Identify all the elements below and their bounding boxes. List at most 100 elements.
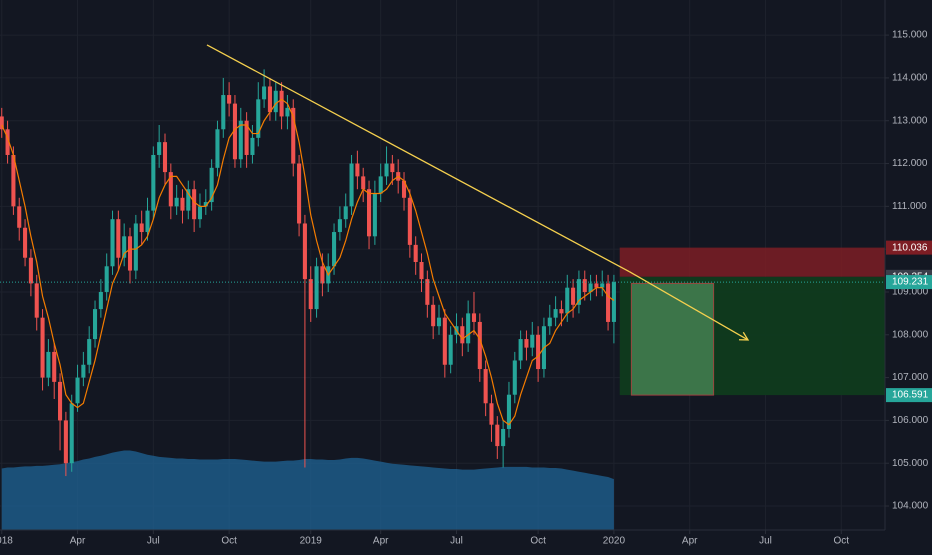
candle-body	[308, 279, 313, 310]
candle-body	[285, 107, 290, 117]
candle-body	[75, 377, 80, 404]
candle-body	[87, 339, 92, 365]
candle-body	[320, 266, 325, 284]
candle-body	[407, 197, 412, 245]
y-tick-label: 111.000	[892, 201, 927, 212]
candle-body	[279, 90, 284, 117]
candle-body	[139, 223, 144, 233]
y-tick-label: 112.000	[892, 158, 928, 169]
candle-body	[244, 120, 249, 155]
candle-body	[116, 219, 121, 258]
candle-body	[34, 283, 39, 318]
candle-body	[512, 360, 517, 395]
candle-body	[332, 232, 337, 267]
candle-body	[104, 266, 109, 292]
candle-body	[355, 163, 360, 177]
candle-body	[495, 424, 500, 447]
volume-area	[1, 450, 614, 530]
candle-body	[297, 163, 302, 224]
candle-body	[571, 287, 576, 305]
candle-body	[262, 86, 267, 100]
y-tick-label: 107.000	[892, 372, 929, 383]
candle-body	[197, 206, 203, 220]
price-label-bg	[886, 388, 932, 403]
candle-body	[58, 381, 63, 421]
candle-body	[460, 326, 465, 344]
candle-body	[221, 95, 226, 130]
candle-body	[559, 309, 564, 314]
candle-body	[530, 334, 535, 348]
candle-body	[0, 116, 4, 130]
candle-body	[506, 394, 512, 429]
y-tick-label: 109.000	[892, 287, 929, 298]
candle-body	[501, 428, 506, 447]
candle-body	[518, 339, 523, 361]
candle-body	[576, 279, 581, 305]
candle-body	[40, 317, 45, 378]
price-label: 110.036	[892, 242, 928, 253]
x-tick-label: Jul	[147, 536, 160, 547]
candle-body	[46, 351, 51, 378]
y-tick-label: 115.000	[892, 30, 928, 41]
candle-body	[471, 313, 477, 322]
trendline	[206, 44, 630, 273]
candle-body	[413, 244, 418, 263]
candle-body	[250, 137, 255, 155]
candle-body	[192, 189, 197, 220]
candle-body	[401, 180, 407, 198]
candle-body	[180, 197, 185, 211]
candle-body	[273, 90, 278, 113]
candle-body	[466, 313, 471, 344]
candle-body	[227, 95, 232, 104]
candle-body	[594, 283, 599, 288]
candles	[0, 69, 616, 477]
x-tick-label: 2020	[603, 536, 626, 547]
candle-body	[98, 291, 103, 310]
candle-body	[436, 317, 442, 327]
candle-body	[425, 279, 430, 305]
candle-body	[337, 219, 342, 233]
candle-body	[448, 334, 453, 365]
y-tick-label: 113.000	[892, 115, 928, 126]
candle-body	[17, 206, 22, 228]
candle-body	[209, 167, 214, 203]
x-tick-label: Oct	[530, 536, 546, 547]
candle-body	[483, 369, 488, 404]
price-label-bg	[886, 275, 932, 290]
y-tick-label: 108.000	[892, 329, 929, 340]
candle-body	[361, 176, 366, 190]
candle-body	[343, 206, 348, 220]
candle-body	[186, 189, 191, 211]
candle-body	[145, 210, 150, 233]
arrow-head	[738, 331, 750, 341]
candle-body	[524, 339, 529, 348]
projection-box	[630, 282, 715, 396]
candle-body	[5, 129, 10, 155]
price-label: 109.231	[892, 277, 929, 288]
candle-body	[267, 86, 272, 113]
x-tick-label: 2019	[300, 536, 323, 547]
candle-body	[606, 283, 611, 322]
candle-body	[378, 176, 383, 194]
stop-zone	[619, 247, 885, 277]
x-tick-label: Apr	[682, 536, 698, 547]
candle-body	[565, 287, 570, 314]
x-tick-label: 2018	[0, 536, 13, 547]
candle-body	[419, 262, 424, 280]
candle-body	[238, 120, 243, 160]
candle-body	[302, 223, 307, 280]
candle-body	[63, 420, 68, 464]
candle-body	[291, 107, 296, 164]
candle-body	[162, 142, 168, 173]
candle-body	[127, 236, 133, 271]
candle-body	[536, 334, 541, 370]
candle-body	[489, 403, 494, 425]
y-tick-label: 114.000	[892, 73, 928, 84]
candle-body	[203, 202, 208, 207]
candle-body	[367, 189, 372, 237]
candle-body	[431, 304, 436, 327]
candle-body	[477, 321, 482, 370]
moving-average	[1, 98, 615, 426]
price-label: 106.591	[892, 390, 929, 401]
